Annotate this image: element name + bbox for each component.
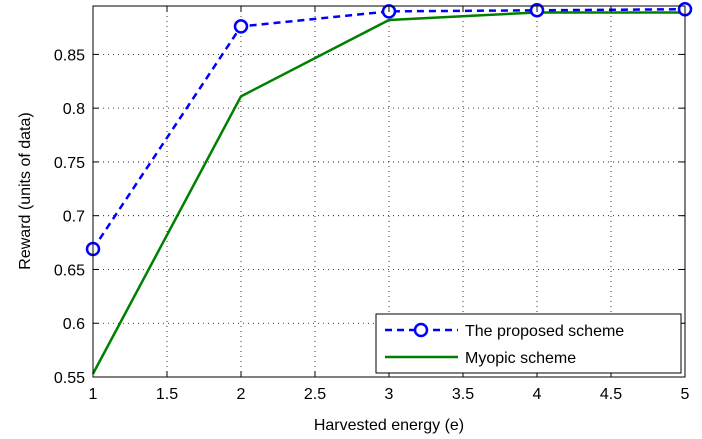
series-layer [85, 1, 693, 375]
legend-label-myopic: Myopic scheme [465, 350, 576, 367]
x-tick-label: 4 [533, 386, 542, 403]
x-axis-label: Harvested energy (e) [314, 417, 464, 434]
y-tick-label: 0.8 [63, 101, 85, 118]
x-tick-label: 2.5 [304, 386, 326, 403]
legend-marker-proposed [413, 322, 429, 338]
y-axis-label: Reward (units of data) [17, 112, 34, 269]
legend-label-proposed: The proposed scheme [465, 323, 624, 340]
x-tick-label: 3.5 [452, 386, 474, 403]
x-tick-label: 4.5 [600, 386, 622, 403]
data-point-proposed [233, 19, 249, 34]
y-tick-label: 0.75 [54, 155, 85, 172]
y-tick-label: 0.7 [63, 209, 85, 226]
series-line-proposed [91, 7, 686, 250]
series-line-myopic [91, 11, 685, 375]
ticks [92, 6, 686, 378]
x-tick-label: 1.5 [156, 386, 178, 403]
y-tick-label: 0.55 [54, 370, 85, 387]
tick-labels: 1 1.5 2 2.5 3 3.5 4 4.5 5 0.55 0.6 0.65 0.7 0.75 0.8 0.… [54, 47, 690, 403]
x-tick-label: 2 [237, 386, 246, 403]
x-tick-label: 1 [89, 386, 98, 403]
y-tick-label: 0.6 [63, 316, 85, 333]
x-tick-label: 3 [385, 386, 394, 403]
y-tick-label: 0.85 [54, 47, 85, 64]
x-tick-label: 5 [681, 386, 690, 403]
legend: The proposed scheme Myopic scheme [375, 313, 682, 374]
y-tick-label: 0.65 [54, 262, 85, 279]
legend-box [375, 313, 682, 374]
